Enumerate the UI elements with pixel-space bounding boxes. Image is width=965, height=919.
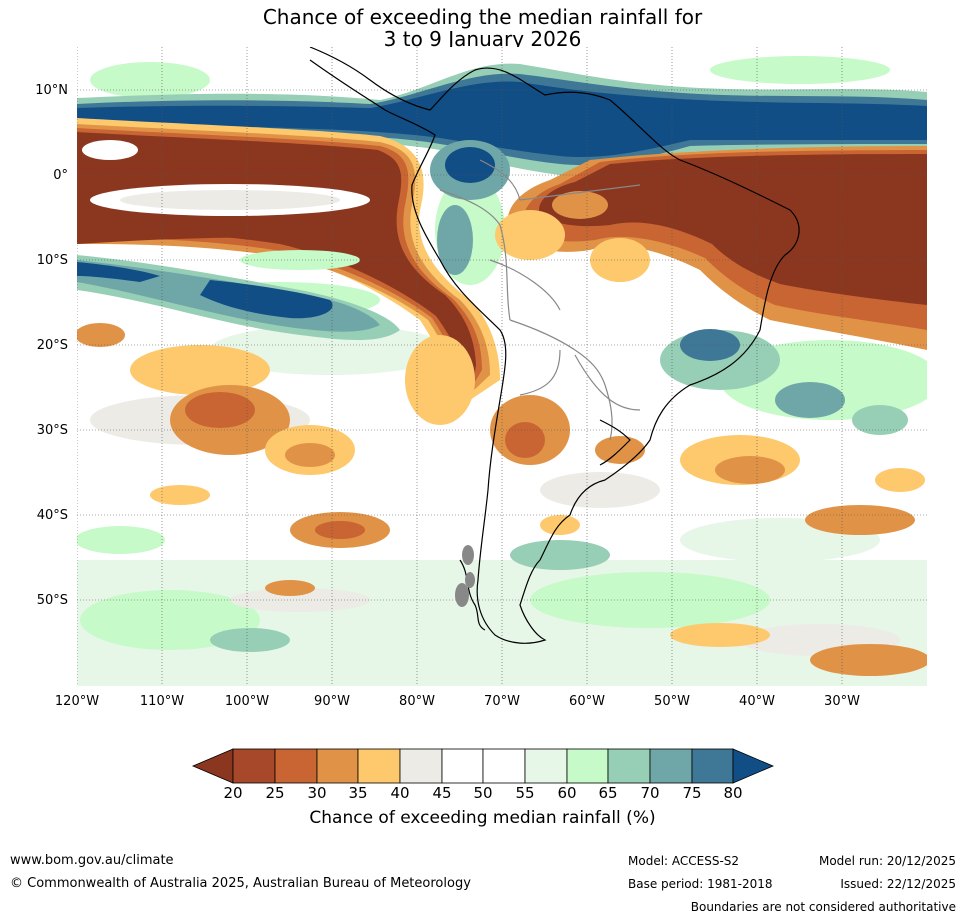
wet-band-south — [77, 250, 400, 340]
colorbar-tick: 25 — [265, 784, 284, 802]
lon-label-80w: 80°W — [399, 694, 435, 709]
colorbar-tick: 20 — [223, 784, 242, 802]
lat-label-20s: 20°S — [37, 338, 68, 353]
colorbar-bin-75-80 — [691, 748, 734, 784]
colorbar-bin-25-30 — [274, 748, 318, 784]
lat-label-30s: 30°S — [37, 423, 68, 438]
map-gridlines — [77, 47, 927, 686]
lat-label-50s: 50°S — [37, 593, 68, 608]
colorbar-tick: 50 — [473, 784, 492, 802]
colorbar-bin-65-70 — [607, 748, 651, 784]
colorbar-over-arrow — [732, 748, 775, 784]
coastline-south-america — [309, 47, 800, 644]
lat-label-40s: 40°S — [37, 508, 68, 523]
colorbar-tick: 45 — [432, 784, 451, 802]
footer-issued: Issued: 22/12/2025 — [840, 877, 956, 891]
colorbar-tick: 70 — [640, 784, 659, 802]
colorbar-bin-50-55 — [482, 748, 526, 784]
lat-label-10s: 10°S — [37, 253, 68, 268]
lon-label-100w: 100°W — [225, 694, 269, 709]
colorbar-tick: 30 — [307, 784, 326, 802]
colorbar-tick: 35 — [348, 784, 367, 802]
colorbar-tick: 65 — [598, 784, 617, 802]
dry-band-west — [77, 118, 500, 400]
lon-label-50w: 50°W — [654, 694, 690, 709]
map-title-line1: Chance of exceeding the median rainfall … — [262, 5, 703, 29]
lon-label-110w: 110°W — [140, 694, 184, 709]
lon-label-30w: 30°W — [824, 694, 860, 709]
lat-label-10n: 10°N — [35, 83, 68, 98]
colorbar-bin-40-45 — [399, 748, 443, 784]
colorbar-bin-70-75 — [649, 748, 693, 784]
footer-model: Model: ACCESS-S2 — [628, 854, 740, 868]
colorbar-bin-35-40 — [357, 748, 401, 784]
dry-band-east — [495, 146, 927, 350]
map-area — [77, 47, 927, 686]
footer-disclaimer: Boundaries are not considered authoritat… — [690, 900, 956, 914]
colorbar-tick: 60 — [557, 784, 576, 802]
colorbar — [191, 748, 775, 784]
colorbar-bin-45-50 — [441, 748, 484, 784]
footer-copyright: © Commonwealth of Australia 2025, Austra… — [10, 876, 471, 891]
colorbar-under-arrow — [191, 748, 234, 784]
lon-label-120w: 120°W — [55, 694, 99, 709]
colorbar-tick: 75 — [682, 784, 701, 802]
footer-base-period: Base period: 1981-2018 — [628, 877, 773, 891]
colorbar-bin-60-65 — [566, 748, 609, 784]
lon-label-60w: 60°W — [569, 694, 605, 709]
country-borders — [439, 159, 641, 441]
colorbar-bin-30-35 — [316, 748, 359, 784]
colorbar-tick: 55 — [515, 784, 534, 802]
lon-label-40w: 40°W — [739, 694, 775, 709]
lon-label-90w: 90°W — [314, 694, 350, 709]
footer-url: www.bom.gov.au/climate — [10, 853, 174, 868]
dry-patches-south — [77, 323, 927, 676]
colorbar-tick: 80 — [723, 784, 742, 802]
colorbar-bin-55-60 — [524, 748, 568, 784]
colorbar-tick: 40 — [390, 784, 409, 802]
lon-label-70w: 70°W — [484, 694, 520, 709]
colorbar-bin-20-25 — [232, 748, 276, 784]
chilean-fjords — [455, 545, 475, 607]
footer-model-run: Model run: 20/12/2025 — [818, 854, 956, 868]
lat-label-0: 0° — [53, 168, 68, 183]
colorbar-title: Chance of exceeding median rainfall (%) — [309, 808, 656, 828]
